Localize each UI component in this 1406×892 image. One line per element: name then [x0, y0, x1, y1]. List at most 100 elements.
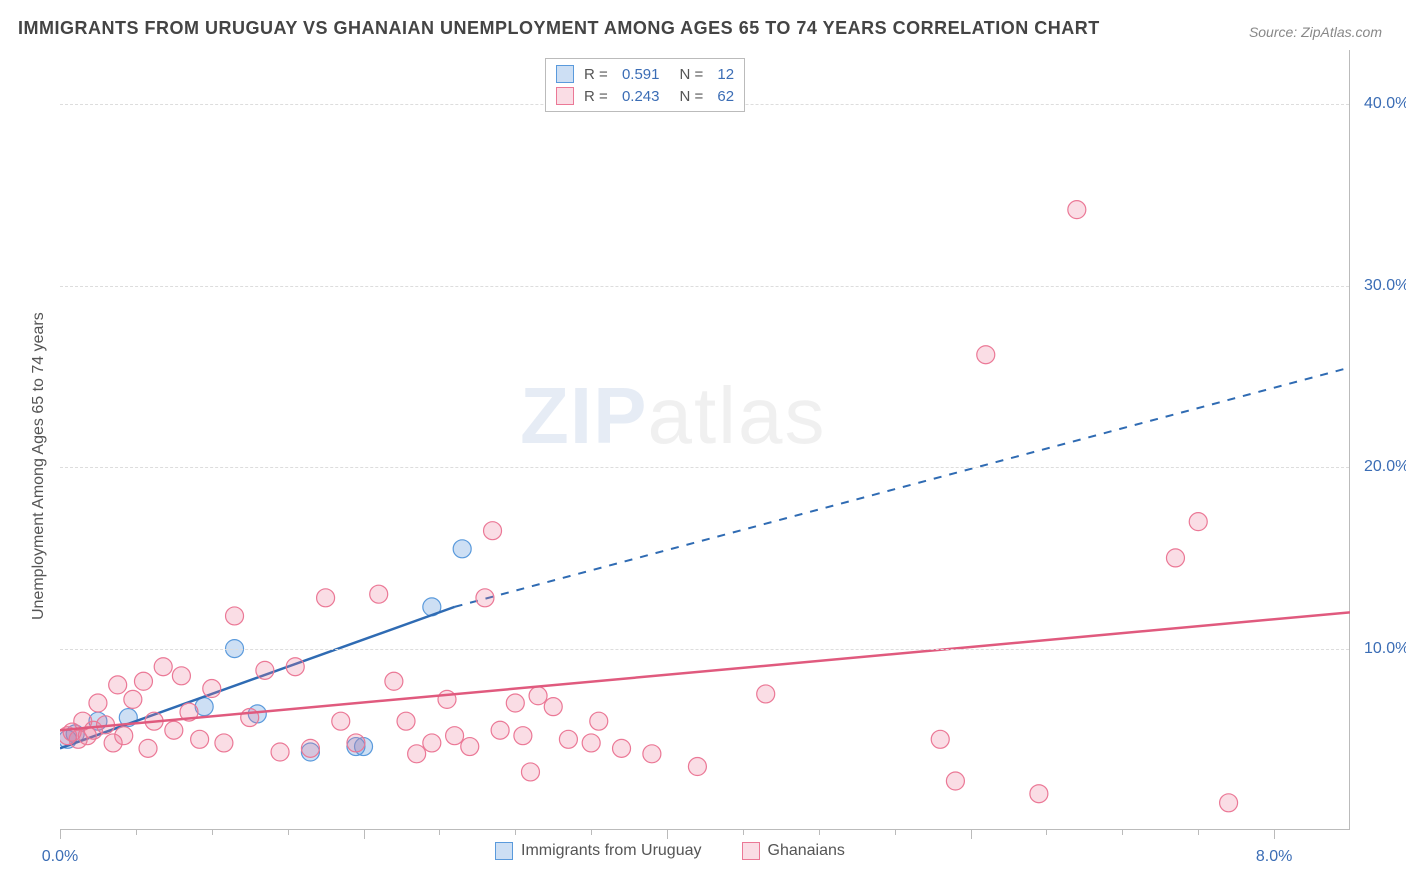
scatter-point [476, 589, 494, 607]
series-legend: Immigrants from Uruguay Ghanaians [495, 842, 845, 860]
x-tick-label: 8.0% [1256, 848, 1292, 866]
scatter-point [453, 540, 471, 558]
legend-series-item: Immigrants from Uruguay [495, 842, 702, 860]
legend-swatch [556, 87, 574, 105]
x-minor-tick [439, 829, 440, 835]
x-minor-tick [895, 829, 896, 835]
scatter-point [154, 658, 172, 676]
scatter-point [370, 585, 388, 603]
x-minor-tick [1122, 829, 1123, 835]
scatter-point [256, 661, 274, 679]
scatter-point [529, 687, 547, 705]
source-attribution: Source: ZipAtlas.com [1249, 24, 1382, 40]
scatter-point [347, 734, 365, 752]
x-tick [1274, 829, 1275, 839]
r-label: R = [584, 66, 612, 83]
x-tick [60, 829, 61, 839]
scatter-point [521, 763, 539, 781]
scatter-point [582, 734, 600, 752]
n-value: 62 [717, 88, 734, 105]
scatter-point [172, 667, 190, 685]
scatter-point [643, 745, 661, 763]
x-tick [971, 829, 972, 839]
legend-swatch [556, 65, 574, 83]
x-tick [364, 829, 365, 839]
scatter-point [317, 589, 335, 607]
x-tick-label: 0.0% [42, 848, 78, 866]
scatter-point [109, 676, 127, 694]
scatter-point [977, 346, 995, 364]
x-minor-tick [515, 829, 516, 835]
x-tick [667, 829, 668, 839]
scatter-point [286, 658, 304, 676]
legend-correlation-row: R = 0.243 N = 62 [556, 87, 734, 105]
y-tick-label: 20.0% [1364, 458, 1406, 476]
scatter-point [514, 727, 532, 745]
scatter-point [397, 712, 415, 730]
scatter-point [446, 727, 464, 745]
scatter-point [688, 758, 706, 776]
scatter-point [1166, 549, 1184, 567]
x-minor-tick [1198, 829, 1199, 835]
x-minor-tick [819, 829, 820, 835]
r-value: 0.591 [622, 66, 660, 83]
x-minor-tick [591, 829, 592, 835]
scatter-point [89, 694, 107, 712]
chart-container: IMMIGRANTS FROM URUGUAY VS GHANAIAN UNEM… [0, 0, 1406, 892]
x-minor-tick [288, 829, 289, 835]
legend-swatch [495, 842, 513, 860]
scatter-point [559, 730, 577, 748]
trend-line-extrapolated [455, 367, 1350, 606]
gridline [60, 649, 1349, 650]
gridline [60, 286, 1349, 287]
scatter-point [203, 680, 221, 698]
legend-series-item: Ghanaians [742, 842, 845, 860]
correlation-legend: R = 0.591 N = 12 R = 0.243 N = 62 [545, 58, 745, 112]
legend-series-label: Ghanaians [768, 842, 845, 860]
scatter-point [544, 698, 562, 716]
scatter-point [506, 694, 524, 712]
scatter-point [931, 730, 949, 748]
scatter-point [332, 712, 350, 730]
scatter-point [1030, 785, 1048, 803]
scatter-point [408, 745, 426, 763]
scatter-point [423, 734, 441, 752]
scatter-point [134, 672, 152, 690]
x-minor-tick [743, 829, 744, 835]
scatter-point [1068, 201, 1086, 219]
trend-line [60, 612, 1350, 730]
legend-series-label: Immigrants from Uruguay [521, 842, 702, 860]
scatter-point [115, 727, 133, 745]
scatter-point [613, 739, 631, 757]
chart-title: IMMIGRANTS FROM URUGUAY VS GHANAIAN UNEM… [18, 18, 1100, 39]
n-value: 12 [717, 66, 734, 83]
scatter-point [191, 730, 209, 748]
plot-area: ZIPatlas 10.0%20.0%30.0%40.0%0.0%8.0% [60, 50, 1350, 830]
scatter-point [165, 721, 183, 739]
scatter-point [271, 743, 289, 761]
r-label: R = [584, 88, 612, 105]
x-minor-tick [212, 829, 213, 835]
gridline [60, 467, 1349, 468]
x-minor-tick [136, 829, 137, 835]
r-value: 0.243 [622, 88, 660, 105]
y-tick-label: 10.0% [1364, 640, 1406, 658]
scatter-point [139, 739, 157, 757]
scatter-point [461, 738, 479, 756]
scatter-point [491, 721, 509, 739]
scatter-point [301, 739, 319, 757]
n-label: N = [679, 66, 707, 83]
n-label: N = [679, 88, 707, 105]
y-tick-label: 30.0% [1364, 277, 1406, 295]
scatter-point [484, 522, 502, 540]
scatter-point [1189, 513, 1207, 531]
legend-swatch [742, 842, 760, 860]
scatter-point [385, 672, 403, 690]
scatter-point [946, 772, 964, 790]
scatter-point [1220, 794, 1238, 812]
scatter-point [226, 607, 244, 625]
plot-svg [60, 50, 1350, 830]
y-axis-label: Unemployment Among Ages 65 to 74 years [30, 312, 48, 620]
scatter-point [590, 712, 608, 730]
x-minor-tick [1046, 829, 1047, 835]
